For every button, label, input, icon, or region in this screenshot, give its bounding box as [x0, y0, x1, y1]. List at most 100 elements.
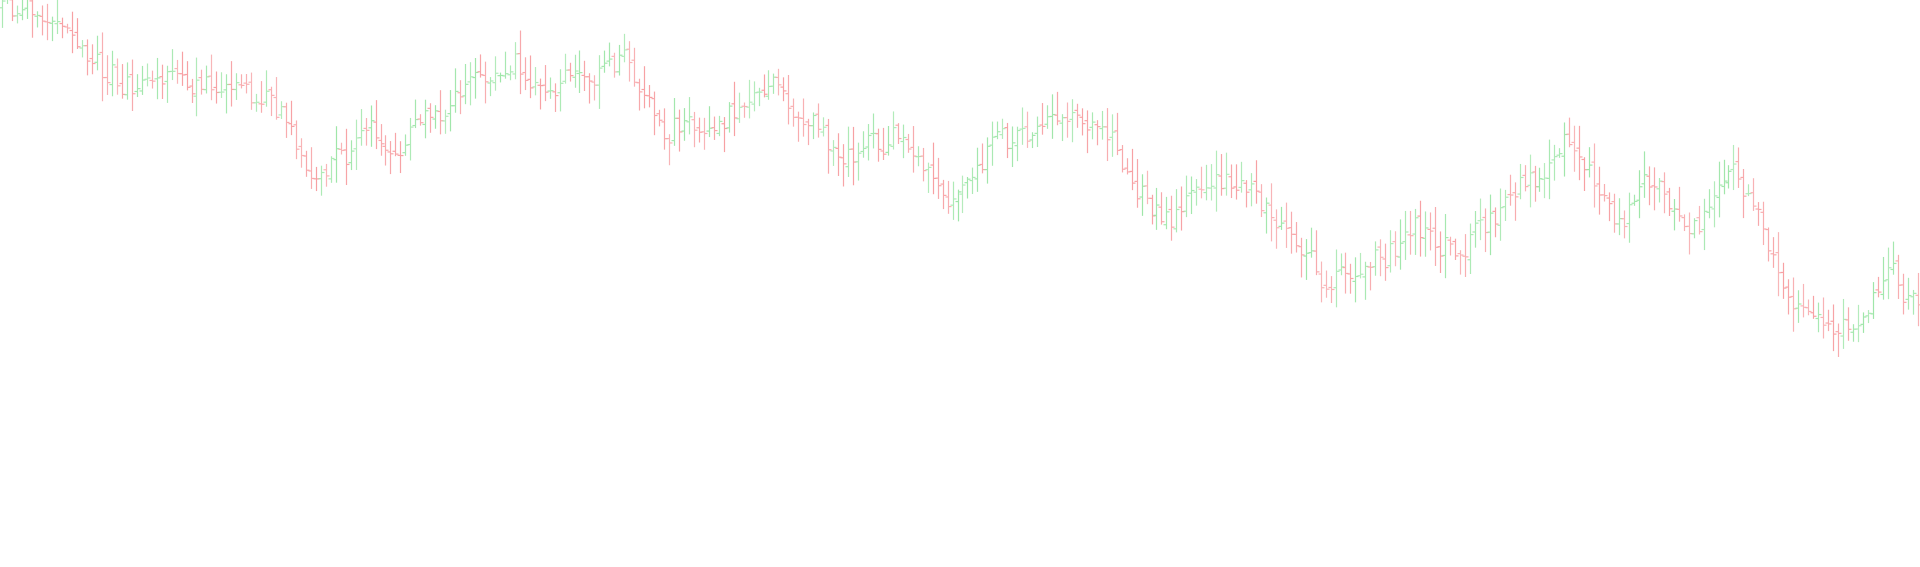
ohlc-bar: [154, 57, 161, 100]
ohlc-bar: [656, 109, 663, 127]
ohlc-bar: [880, 127, 887, 161]
ohlc-bar: [616, 44, 623, 76]
ohlc-bar: [1546, 139, 1553, 200]
ohlc-bar: [1457, 250, 1464, 275]
ohlc-bar: [1626, 192, 1633, 243]
ohlc-bar: [1377, 239, 1384, 277]
ohlc-bar: [472, 57, 479, 99]
ohlc-bar: [1402, 210, 1409, 260]
ohlc-bar: [1477, 198, 1484, 241]
ohlc-bar: [1313, 230, 1320, 276]
ohlc-bar: [1417, 200, 1424, 257]
ohlc-bar: [925, 162, 932, 193]
ohlc-bar: [810, 112, 817, 140]
ohlc-bar: [1815, 302, 1822, 333]
ohlc-bar: [606, 42, 613, 67]
ohlc-bar: [885, 126, 892, 156]
ohlc-bar: [1243, 180, 1250, 208]
ohlc-bar: [1661, 172, 1668, 214]
ohlc-bar: [1263, 197, 1270, 234]
ohlc-bar: [1701, 198, 1708, 251]
ohlc-bar: [910, 126, 917, 173]
ohlc-bar: [1054, 91, 1061, 126]
ohlc-bar: [243, 74, 250, 94]
ohlc-bar: [293, 120, 300, 160]
ohlc-bar: [1163, 196, 1170, 230]
ohlc-bar: [1014, 126, 1021, 162]
ohlc-bar: [1407, 210, 1414, 255]
ohlc-bar: [1536, 167, 1543, 192]
ohlc-bar: [343, 128, 350, 186]
ohlc-bar: [189, 78, 196, 104]
ohlc-bar: [1556, 148, 1563, 158]
ohlc-bar: [1278, 206, 1285, 230]
ohlc-bar: [1064, 102, 1071, 138]
ohlc-bar: [457, 80, 464, 115]
ohlc-bar: [1253, 160, 1260, 204]
ohlc-bar: [1338, 253, 1345, 276]
ohlc-bar: [273, 77, 280, 120]
ohlc-bar: [184, 61, 191, 91]
ohlc-bar: [1696, 205, 1703, 235]
ohlc-bar: [1735, 147, 1742, 188]
ohlc-bar: [288, 100, 295, 136]
ohlc-bar: [1601, 183, 1608, 202]
ohlc-bar: [1507, 174, 1514, 206]
ohlc-bar: [1387, 230, 1394, 273]
ohlc-bar: [1293, 222, 1300, 253]
ohlc-bar: [104, 55, 111, 95]
ohlc-bar: [1318, 261, 1325, 303]
ohlc-bar: [1566, 117, 1573, 148]
ohlc-bar: [865, 124, 872, 161]
ohlc-bar: [1233, 164, 1240, 200]
ohlc-bar: [1323, 270, 1330, 298]
ohlc-bar: [860, 131, 867, 158]
ohlc-bar: [482, 61, 489, 104]
ohlc-bar: [726, 102, 733, 133]
ohlc-bar: [318, 165, 325, 196]
ohlc-bar: [34, 11, 41, 28]
ohlc-bar: [999, 118, 1006, 139]
ohlc-bar: [1631, 194, 1638, 206]
ohlc-bar: [547, 77, 554, 99]
ohlc-bar: [576, 50, 583, 93]
ohlc-bar: [1397, 219, 1404, 270]
ohlc-bar: [1183, 175, 1190, 218]
ohlc-bar: [1223, 152, 1230, 196]
ohlc-bar: [1915, 272, 1920, 327]
ohlc-bar: [348, 140, 355, 171]
ohlc-bar: [969, 167, 976, 195]
ohlc-bar: [1168, 195, 1175, 241]
ohlc-bar: [1492, 207, 1499, 238]
ohlc-bar: [1213, 150, 1220, 212]
ohlc-bar: [268, 86, 275, 117]
ohlc-bar: [258, 81, 265, 113]
ohlc-bar: [1094, 120, 1101, 146]
ohlc-bar: [1890, 241, 1897, 275]
ohlc-bar: [741, 102, 748, 118]
ohlc-bar: [532, 67, 539, 96]
ohlc-bar: [1885, 247, 1892, 300]
ohlc-bar: [442, 109, 449, 134]
ohlc-bar: [1119, 145, 1126, 173]
ohlc-bar: [756, 87, 763, 107]
ohlc-bar: [427, 103, 434, 133]
ohlc-bar: [1024, 111, 1031, 148]
ohlc-bar: [328, 156, 335, 183]
ohlc-bar: [785, 74, 792, 125]
ohlc-bar: [1283, 202, 1290, 248]
ohlc-bar: [716, 115, 723, 137]
ohlc-bar: [1730, 144, 1737, 191]
ohlc-bar: [1427, 212, 1434, 251]
ohlc-bar: [1134, 159, 1141, 208]
ohlc-bar: [407, 117, 414, 161]
ohlc-bar: [1745, 184, 1752, 197]
ohlc-bar: [218, 72, 225, 98]
ohlc-bar: [1352, 257, 1359, 303]
ohlc-bar: [1517, 163, 1524, 200]
ohlc-bar: [1228, 164, 1235, 199]
ohlc-bar: [1442, 214, 1449, 279]
ohlc-bar: [149, 70, 156, 89]
ohlc-bar: [1845, 307, 1852, 341]
ohlc-bar: [1910, 289, 1917, 315]
